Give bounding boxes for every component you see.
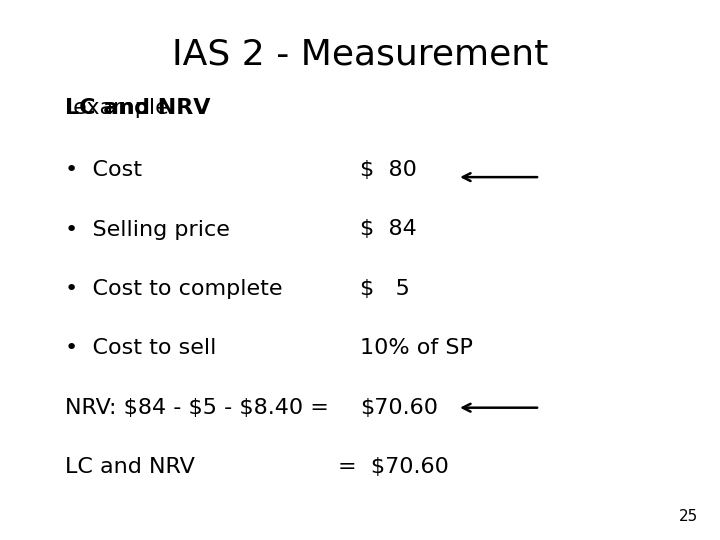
Text: $   5: $ 5 xyxy=(360,279,410,299)
Text: •  Cost: • Cost xyxy=(65,160,142,180)
Text: LC and NRV: LC and NRV xyxy=(65,98,210,118)
Text: •  Selling price: • Selling price xyxy=(65,219,230,240)
Text: $70.60: $70.60 xyxy=(360,397,438,418)
Text: NRV: $84 - $5 - $8.40 =: NRV: $84 - $5 - $8.40 = xyxy=(65,397,328,418)
Text: $  84: $ 84 xyxy=(360,219,417,240)
Text: IAS 2 - Measurement: IAS 2 - Measurement xyxy=(172,38,548,72)
Text: •  Cost to sell: • Cost to sell xyxy=(65,338,216,359)
Text: •  Cost to complete: • Cost to complete xyxy=(65,279,282,299)
Text: $  80: $ 80 xyxy=(360,160,417,180)
Text: 10% of SP: 10% of SP xyxy=(360,338,473,359)
Text: example:: example: xyxy=(66,98,176,118)
Text: LC and NRV: LC and NRV xyxy=(65,457,194,477)
Text: 25: 25 xyxy=(679,509,698,524)
Text: =  $70.60: = $70.60 xyxy=(338,457,449,477)
